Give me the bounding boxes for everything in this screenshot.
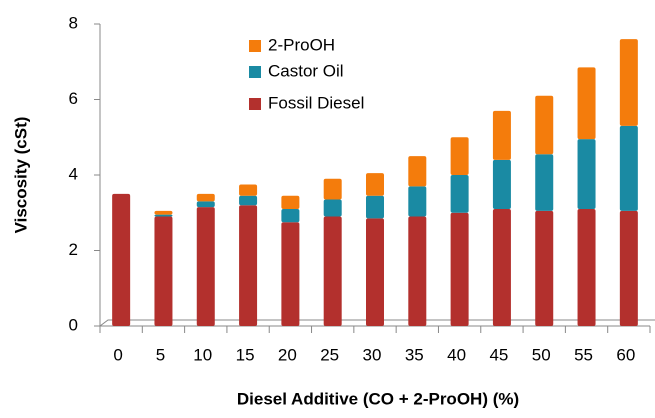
bar-segment bbox=[408, 186, 427, 217]
legend-label: 2-ProOH bbox=[268, 35, 335, 54]
bar-segment bbox=[492, 208, 511, 326]
bar-segment bbox=[196, 201, 215, 208]
x-tick-label: 20 bbox=[278, 345, 297, 364]
legend-swatch bbox=[249, 40, 261, 52]
bar-segment bbox=[492, 110, 511, 160]
y-tick-label: 6 bbox=[69, 89, 78, 108]
y-axis-label: Viscosity (cSt) bbox=[11, 117, 30, 234]
bar-segment bbox=[492, 159, 511, 209]
bar-segment bbox=[239, 195, 258, 206]
bar-segment bbox=[196, 207, 215, 326]
bar-segment bbox=[577, 208, 596, 326]
x-tick-label: 40 bbox=[447, 345, 466, 364]
bar-segment bbox=[323, 216, 342, 326]
legend-label: Castor Oil bbox=[268, 61, 344, 80]
y-tick-label: 2 bbox=[69, 240, 78, 259]
bar-segment bbox=[619, 210, 638, 326]
bar-segment bbox=[577, 139, 596, 209]
bar-segment bbox=[154, 210, 173, 215]
bar-segment bbox=[366, 218, 384, 326]
bar-segment bbox=[366, 173, 384, 196]
y-tick-label: 0 bbox=[69, 315, 78, 334]
bar-segment bbox=[323, 199, 342, 217]
bar-segment bbox=[323, 178, 342, 200]
bar-segment bbox=[408, 156, 427, 187]
bar-segment bbox=[281, 222, 300, 326]
bar-segment bbox=[450, 212, 469, 326]
bar-segment bbox=[450, 137, 469, 175]
x-tick-label: 10 bbox=[193, 345, 212, 364]
bar-segment bbox=[535, 154, 554, 211]
bar-segment bbox=[535, 95, 554, 155]
x-tick-label: 25 bbox=[320, 345, 339, 364]
x-tick-label: 0 bbox=[113, 345, 122, 364]
x-tick-label: 35 bbox=[405, 345, 424, 364]
floor-back bbox=[99, 319, 655, 327]
bar-segment bbox=[577, 67, 596, 140]
legend-label: Fossil Diesel bbox=[268, 93, 364, 112]
x-tick-label: 30 bbox=[363, 345, 382, 364]
bar-segment bbox=[366, 195, 384, 219]
bar-segment bbox=[281, 195, 300, 209]
bar-segment bbox=[196, 193, 215, 202]
bar-segment bbox=[619, 125, 638, 211]
y-tick-label: 8 bbox=[69, 13, 78, 32]
x-axis-label: Diesel Additive (CO + 2-ProOH) (%) bbox=[237, 389, 519, 408]
bar-segment bbox=[154, 214, 173, 217]
bar-segment bbox=[154, 216, 173, 326]
legend-swatch bbox=[249, 98, 261, 110]
bar-segment bbox=[450, 175, 469, 213]
bar-segment bbox=[281, 208, 300, 223]
x-tick-label: 60 bbox=[616, 345, 635, 364]
legend-swatch bbox=[249, 66, 261, 78]
bar-segment bbox=[535, 210, 554, 326]
bar-segment bbox=[112, 193, 131, 326]
bar-segment bbox=[619, 39, 638, 126]
bar-segment bbox=[239, 205, 258, 326]
x-tick-label: 45 bbox=[489, 345, 508, 364]
x-tick-label: 50 bbox=[532, 345, 551, 364]
x-tick-label: 15 bbox=[236, 345, 255, 364]
x-tick-label: 5 bbox=[156, 345, 165, 364]
y-tick-label: 4 bbox=[69, 164, 78, 183]
bar-segment bbox=[239, 184, 258, 196]
bar-segment bbox=[408, 216, 427, 326]
x-tick-label: 55 bbox=[574, 345, 593, 364]
